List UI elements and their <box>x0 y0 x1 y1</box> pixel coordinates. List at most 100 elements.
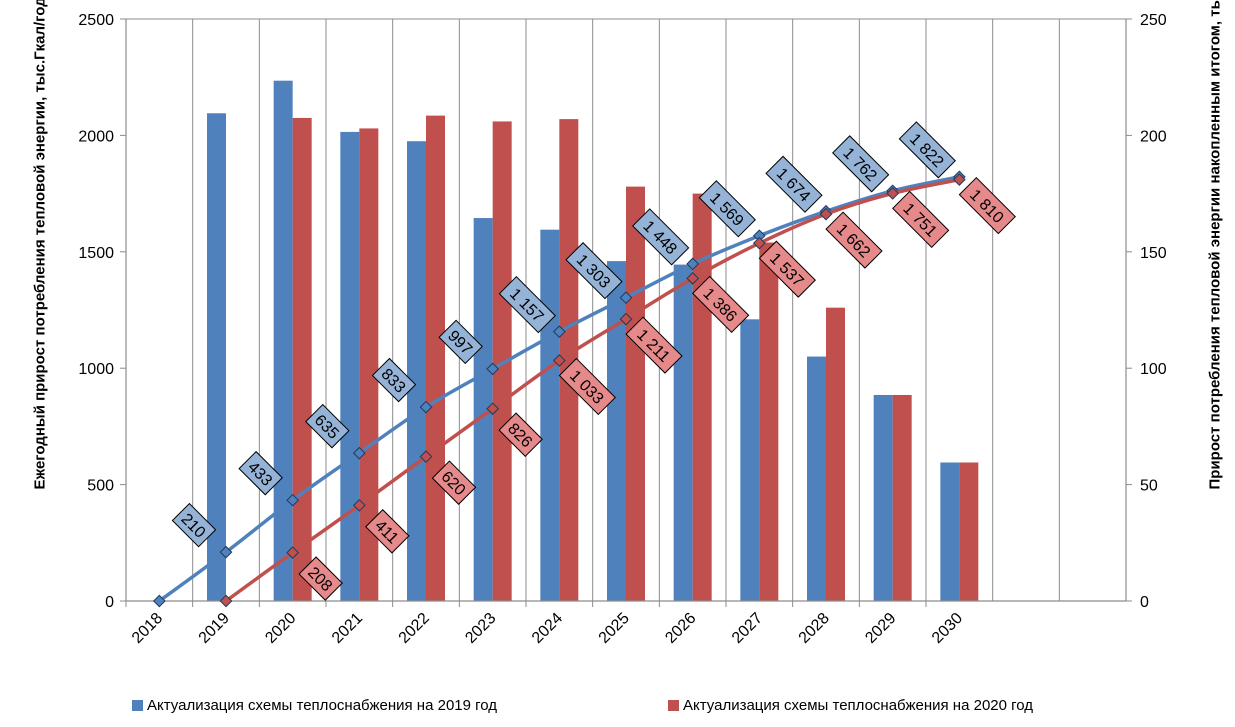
data-label-box <box>632 208 690 266</box>
bar-2021-s1 <box>340 131 360 601</box>
bars-layer <box>207 80 979 601</box>
data-label-box <box>498 276 556 334</box>
data-label-box <box>298 556 343 601</box>
x-tick-label-2021: 2021 <box>329 610 366 647</box>
data-label-2029-s1: 1 762 <box>832 135 890 193</box>
data-label-2024-s2: 1 033 <box>558 357 616 416</box>
y-tick-label-left: 2000 <box>78 128 114 145</box>
data-label-2028-s2: 1 662 <box>825 211 883 269</box>
line-marker-2027-s1 <box>752 229 766 243</box>
x-tick-label-2027: 2027 <box>729 610 766 647</box>
bar-2028-s1 <box>807 356 826 601</box>
x-tick-label-2019: 2019 <box>196 610 233 647</box>
line-marker-2022-s2 <box>419 450 433 464</box>
y-tick-label-right: 50 <box>1140 478 1158 495</box>
line-marker-2019-s1 <box>219 545 233 559</box>
line-marker-2021-s2 <box>352 498 366 512</box>
bar-2029-s2 <box>892 394 912 601</box>
line-marker-2021-s1 <box>352 446 366 460</box>
line-marker-2022-s1 <box>419 400 433 414</box>
grid-layer <box>125 18 1127 601</box>
x-tick-label-2024: 2024 <box>529 610 566 647</box>
line-marker-2024-s1 <box>552 325 566 339</box>
data-label-2030-s1: 1 822 <box>898 121 956 179</box>
line-marker-2028-s2 <box>819 207 833 221</box>
y-axis-title-right: Прирост потребления тепловой энергии нак… <box>1206 0 1224 490</box>
legend-swatch-red <box>668 700 679 711</box>
data-label-box <box>238 450 283 496</box>
data-label-box <box>832 135 890 193</box>
bar-2024-s2 <box>559 119 579 601</box>
data-label-box <box>371 357 417 403</box>
bar-2029-s1 <box>873 394 893 601</box>
data-label-box <box>171 502 217 548</box>
y-tick-label-right: 200 <box>1140 128 1167 145</box>
line-marker-2023-s2 <box>486 402 500 416</box>
x-tick-label-2022: 2022 <box>396 610 433 647</box>
legend-label-2019: Актуализация схемы теплоснабжения на 201… <box>147 697 498 714</box>
bar-2022-s1 <box>407 141 426 601</box>
x-tick-label-2025: 2025 <box>596 610 633 647</box>
bar-2024-s1 <box>540 229 560 601</box>
bar-2020-s2 <box>292 117 312 601</box>
x-tick-label-2020: 2020 <box>262 610 299 647</box>
line-marker-2020-s2 <box>286 546 300 559</box>
data-label-2029-s2: 1 751 <box>892 190 950 249</box>
data-label-box <box>558 357 616 416</box>
y-tick-label-right: 0 <box>1140 594 1149 611</box>
y-axis-title-left: Ежегодный прирост потребления тепловой э… <box>31 0 49 490</box>
y-tick-label-right: 100 <box>1140 361 1167 378</box>
bar-2026-s1 <box>673 264 693 601</box>
line-marker-2024-s2 <box>552 354 566 367</box>
data-label-box <box>438 319 483 365</box>
data-label-2023-s1: 997 <box>438 319 483 365</box>
bar-2030-s1 <box>940 462 960 601</box>
line-marker-2018-s1 <box>152 594 166 608</box>
data-label-box <box>765 155 823 213</box>
data-label-box <box>498 412 543 457</box>
data-label-2028-s1: 1 674 <box>765 155 823 213</box>
x-tick-label-2026: 2026 <box>662 610 699 647</box>
y-tick-label-left: 1000 <box>78 361 114 378</box>
line-marker-2026-s2 <box>686 271 700 285</box>
y-tick-label-right: 150 <box>1140 245 1167 262</box>
y-tick-label-right: 250 <box>1140 12 1167 29</box>
line-marker-2030-s2 <box>952 173 966 186</box>
line-marker-2029-s2 <box>886 187 900 200</box>
legend-swatch-blue <box>132 700 143 711</box>
bar-2027-s2 <box>759 242 779 601</box>
bar-2020-s1 <box>273 80 293 601</box>
lines-layer <box>152 170 966 608</box>
x-tick-label-2028: 2028 <box>796 610 833 647</box>
data-label-box <box>431 460 477 505</box>
data-label-2030-s2: 1 810 <box>958 176 1016 235</box>
bar-2022-s2 <box>426 115 445 601</box>
bar-2019-s1 <box>207 113 226 601</box>
data-label-box <box>625 316 683 374</box>
data-label-box <box>305 403 350 449</box>
bar-2025-s2 <box>626 186 645 601</box>
legend-label-2020: Актуализация схемы теплоснабжения на 202… <box>683 697 1034 714</box>
data-label-box <box>898 121 956 179</box>
x-tick-label-2018: 2018 <box>129 610 166 647</box>
y-tick-label-left: 0 <box>105 594 114 611</box>
x-tick-label-2023: 2023 <box>462 610 499 647</box>
data-label-box <box>698 180 756 238</box>
data-label-box <box>892 190 950 249</box>
line-marker-2023-s1 <box>486 362 500 376</box>
line-marker-2027-s2 <box>752 236 766 250</box>
y-tick-label-left: 1500 <box>78 245 114 262</box>
bar-2025-s1 <box>607 261 626 601</box>
bar-2026-s2 <box>692 193 712 601</box>
bar-2023-s1 <box>473 218 493 601</box>
legend-item-2019: Актуализация схемы теплоснабжения на 201… <box>132 697 497 714</box>
line-marker-2025-s2 <box>619 312 633 326</box>
bar-2028-s2 <box>826 307 845 601</box>
line-marker-2025-s1 <box>619 291 633 305</box>
data-label-box <box>565 242 623 300</box>
data-label-box <box>758 240 816 298</box>
bar-2027-s1 <box>740 319 760 601</box>
bar-2030-s2 <box>959 462 979 601</box>
y-tick-label-left: 2500 <box>78 12 114 29</box>
